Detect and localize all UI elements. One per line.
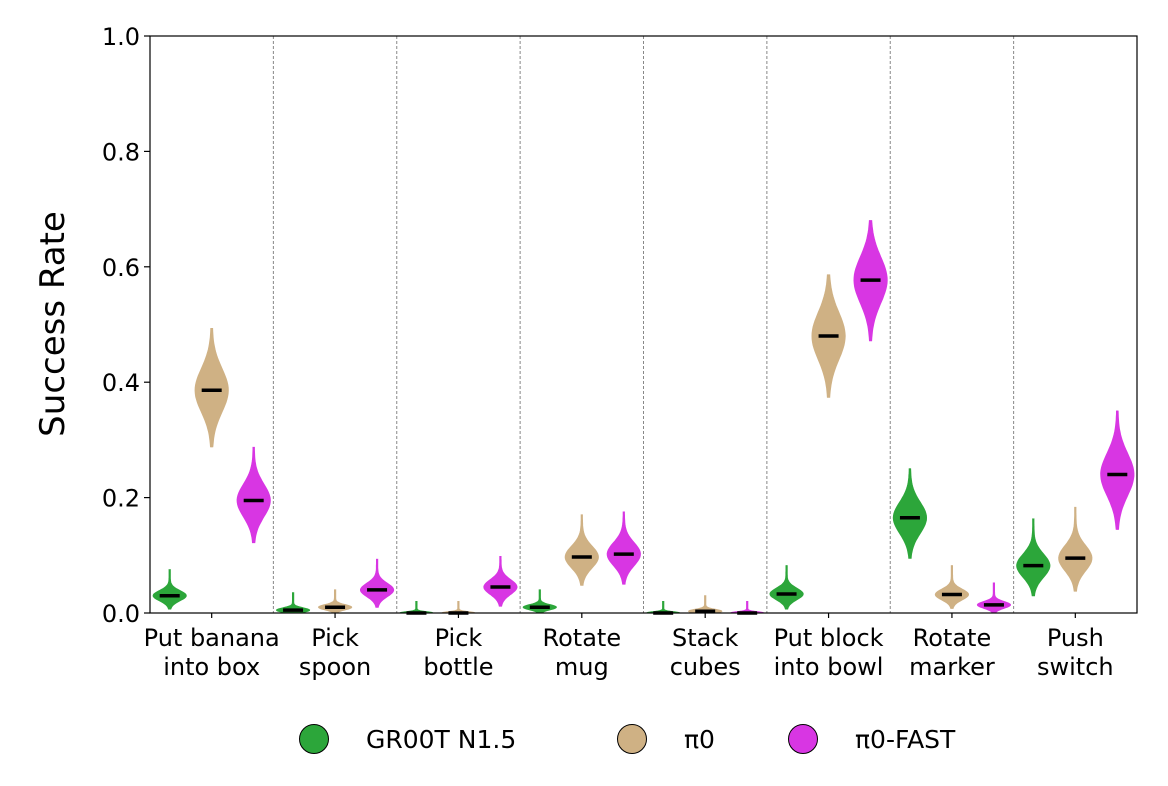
legend-swatch (788, 724, 818, 754)
violin-body (1016, 518, 1051, 597)
x-category-line: marker (909, 653, 995, 681)
x-category-line: cubes (670, 653, 741, 681)
legend-swatch (617, 724, 647, 754)
violin-body (645, 600, 682, 614)
x-category-line: switch (1037, 653, 1114, 681)
plot-frame (149, 35, 1138, 614)
category-separators (272, 36, 1015, 613)
x-category-line: Pick (311, 624, 359, 652)
y-axis-label: Success Rate (33, 211, 73, 437)
violin-body (317, 589, 353, 614)
violin-body (483, 555, 518, 607)
y-tick-label: 0.6 (102, 254, 140, 282)
violin-body (398, 600, 435, 614)
x-category-line: Rotate (913, 624, 992, 652)
violin-body (976, 582, 1012, 614)
violin-body (194, 327, 229, 448)
violin-body (892, 468, 928, 559)
legend-entry: GR00T N1.5 (299, 724, 516, 754)
violin-body (360, 558, 395, 608)
x-category-line: Put banana (144, 624, 280, 652)
x-category-line: Stack (672, 624, 739, 652)
x-category-line: into box (163, 653, 260, 681)
y-tick-label: 0.4 (102, 369, 140, 397)
legend-label: GR00T N1.5 (366, 725, 516, 754)
legend-entry: π0 (617, 724, 715, 754)
legend-label: π0-FAST (855, 725, 956, 754)
violin-body (934, 565, 970, 609)
violin-body (152, 569, 187, 610)
x-category-line: spoon (299, 653, 371, 681)
y-tick-label: 1.0 (102, 23, 140, 51)
y-tick-label: 0.2 (102, 485, 140, 513)
violin-body (236, 446, 271, 544)
legend: GR00T N1.5 π0 π0-FAST (299, 724, 956, 754)
violin-body (1058, 506, 1093, 592)
x-category-line: into bowl (774, 653, 884, 681)
x-category-line: mug (555, 653, 609, 681)
violin-body (606, 511, 641, 585)
y-axis-ticks: 0.0 0.2 0.4 0.6 0.8 1.0 (102, 23, 150, 628)
violin-body (687, 595, 723, 614)
violin-body (769, 565, 804, 610)
legend-swatch (299, 724, 329, 754)
violin-body (440, 600, 477, 614)
y-tick-label: 0.0 (102, 600, 140, 628)
legend-label: π0 (684, 725, 715, 754)
violin-body (564, 514, 599, 586)
x-category-line: Put block (774, 624, 884, 652)
violin-body (1100, 410, 1135, 530)
x-category-line: bottle (423, 653, 493, 681)
violins (152, 220, 1135, 614)
violin-body (275, 592, 311, 614)
x-category-line: Pick (435, 624, 483, 652)
x-category-line: Push (1047, 624, 1104, 652)
y-tick-label: 0.8 (102, 138, 140, 166)
legend-entry: π0-FAST (788, 724, 956, 754)
violin-body (522, 589, 558, 614)
x-category-line: Rotate (543, 624, 622, 652)
violin-body (729, 600, 766, 614)
